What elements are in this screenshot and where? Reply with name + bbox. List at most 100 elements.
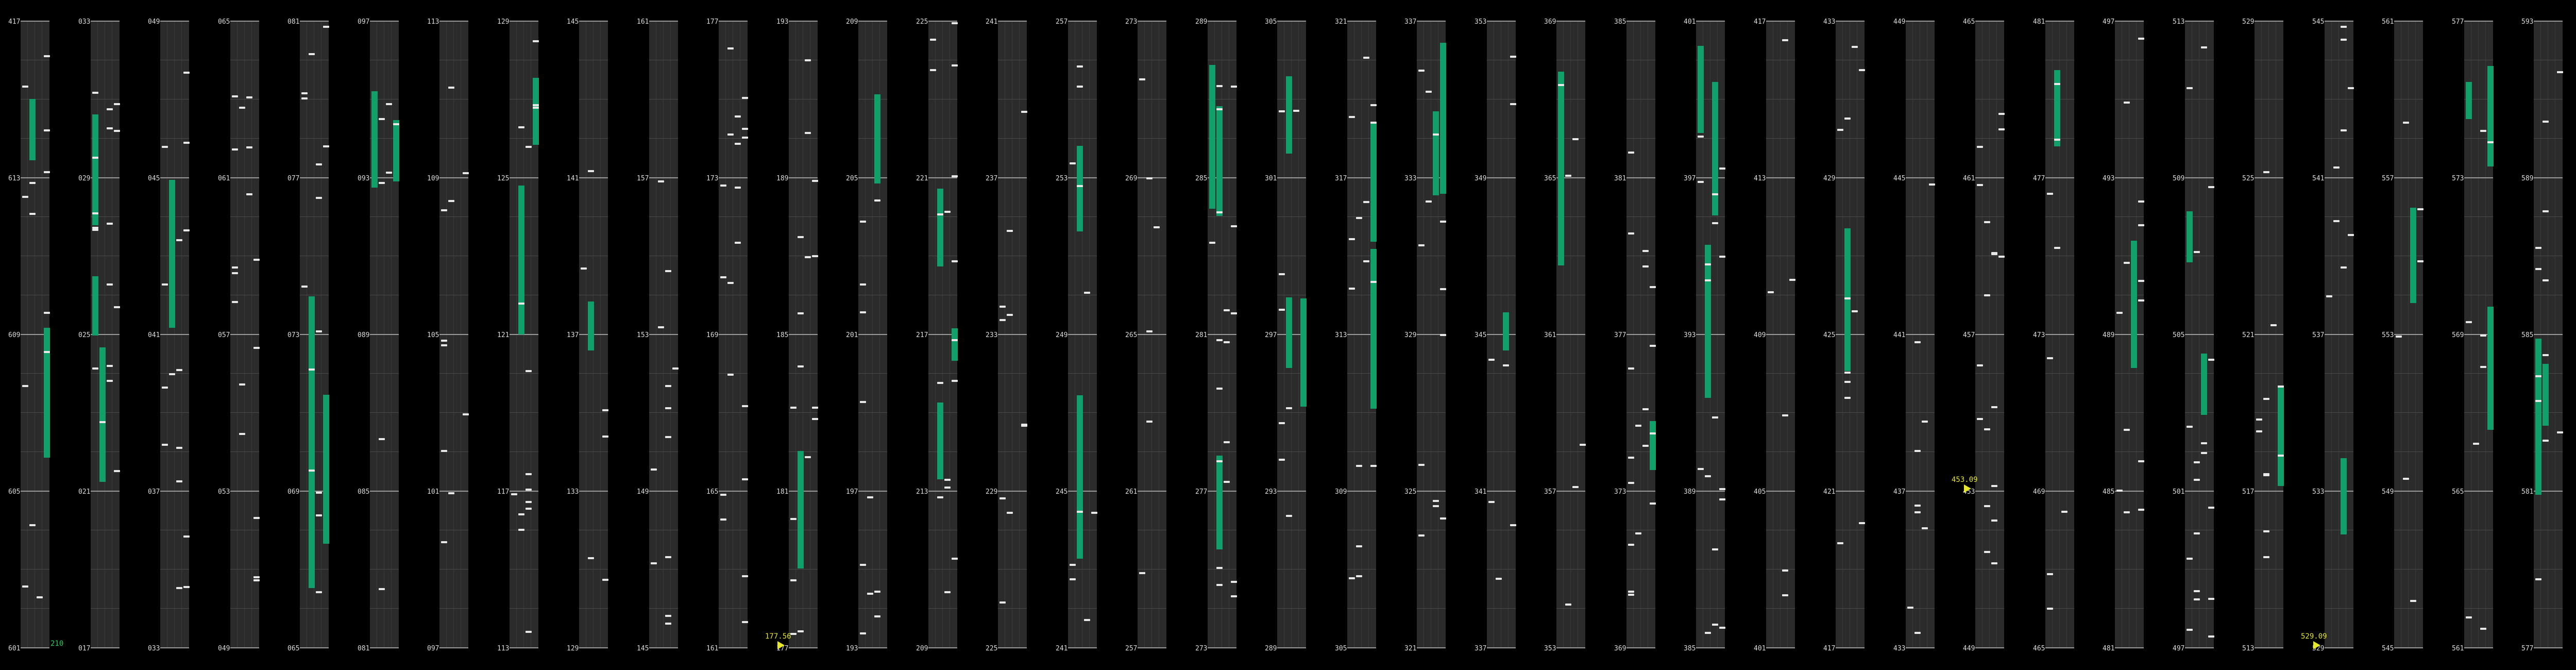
- tap-note[interactable]: [2138, 280, 2144, 282]
- tap-note[interactable]: [1705, 263, 1711, 265]
- tap-note[interactable]: [1496, 578, 1502, 580]
- tap-note[interactable]: [92, 157, 98, 159]
- tap-note[interactable]: [232, 301, 238, 303]
- tap-note[interactable]: [798, 630, 804, 632]
- tap-note[interactable]: [533, 107, 539, 109]
- tap-note[interactable]: [1922, 527, 1928, 529]
- hold-note[interactable]: [2187, 211, 2193, 262]
- tap-note[interactable]: [1628, 457, 1634, 459]
- tap-note[interactable]: [253, 576, 260, 578]
- hold-note[interactable]: [1370, 123, 1377, 213]
- tap-note[interactable]: [1698, 181, 1704, 183]
- tap-note[interactable]: [727, 133, 734, 136]
- tap-note[interactable]: [952, 380, 958, 382]
- tap-note[interactable]: [1418, 70, 1425, 72]
- tap-note[interactable]: [316, 514, 322, 516]
- tap-note[interactable]: [1077, 86, 1083, 88]
- tap-note[interactable]: [1844, 381, 1851, 383]
- tap-note[interactable]: [1719, 488, 1725, 490]
- chart-lane-31[interactable]: [2115, 21, 2144, 647]
- hold-note[interactable]: [1286, 297, 1292, 368]
- tap-note[interactable]: [2138, 38, 2144, 40]
- tap-note[interactable]: [937, 382, 943, 384]
- tap-note[interactable]: [1844, 297, 1851, 299]
- tap-note[interactable]: [1154, 226, 1160, 228]
- tap-note[interactable]: [812, 407, 818, 409]
- tap-note[interactable]: [518, 126, 524, 128]
- tap-note[interactable]: [1628, 232, 1634, 234]
- hold-note[interactable]: [92, 276, 98, 336]
- tap-note[interactable]: [1907, 607, 1913, 609]
- tap-note[interactable]: [860, 401, 866, 403]
- tap-note[interactable]: [183, 142, 190, 144]
- tap-note[interactable]: [1712, 548, 1718, 550]
- tap-note[interactable]: [309, 53, 315, 55]
- hold-note[interactable]: [2535, 339, 2541, 495]
- hold-note[interactable]: [1558, 72, 1564, 173]
- tap-note[interactable]: [1021, 111, 1027, 113]
- tap-note[interactable]: [162, 444, 168, 446]
- tap-note[interactable]: [1440, 221, 1446, 223]
- tap-note[interactable]: [301, 286, 308, 288]
- chart-lane-29[interactable]: [1975, 21, 2004, 647]
- tap-note[interactable]: [1356, 465, 1362, 467]
- tap-note[interactable]: [526, 501, 532, 503]
- tap-note[interactable]: [742, 575, 748, 577]
- tap-note[interactable]: [2341, 39, 2347, 41]
- chart-lane-4[interactable]: [230, 21, 259, 647]
- tap-note[interactable]: [999, 306, 1006, 308]
- chart-lane-7[interactable]: [439, 21, 468, 647]
- tap-note[interactable]: [1922, 421, 1928, 423]
- tap-note[interactable]: [2194, 532, 2200, 534]
- tap-note[interactable]: [581, 267, 587, 270]
- tap-note[interactable]: [1712, 222, 1718, 224]
- tap-note[interactable]: [1719, 627, 1725, 629]
- tap-note[interactable]: [44, 129, 50, 131]
- tap-note[interactable]: [2535, 247, 2541, 249]
- tap-note[interactable]: [1224, 309, 1230, 311]
- tap-note[interactable]: [1433, 500, 1439, 502]
- tap-note[interactable]: [92, 229, 98, 231]
- tap-note[interactable]: [1650, 345, 1656, 347]
- tap-note[interactable]: [239, 433, 245, 435]
- tap-note[interactable]: [1224, 341, 1230, 343]
- tap-note[interactable]: [183, 586, 190, 588]
- tap-note[interactable]: [323, 145, 329, 147]
- tap-note[interactable]: [1719, 498, 1725, 500]
- tap-note[interactable]: [867, 593, 873, 595]
- tap-note[interactable]: [1077, 65, 1083, 68]
- tap-note[interactable]: [1719, 256, 1725, 258]
- chart-lane-23[interactable]: [1556, 21, 1585, 647]
- hold-note[interactable]: [1650, 421, 1656, 470]
- tap-note[interactable]: [790, 407, 796, 409]
- tap-note[interactable]: [1433, 505, 1439, 507]
- hold-note[interactable]: [169, 180, 175, 328]
- chart-lane-1[interactable]: [21, 21, 49, 647]
- chart-lane-18[interactable]: [1208, 21, 1236, 647]
- tap-note[interactable]: [727, 374, 734, 376]
- tap-note[interactable]: [1231, 595, 1237, 597]
- tap-note[interactable]: [1844, 118, 1851, 120]
- hold-note[interactable]: [99, 347, 106, 482]
- hold-note[interactable]: [937, 403, 943, 479]
- tap-note[interactable]: [2403, 122, 2409, 124]
- tap-note[interactable]: [526, 631, 532, 633]
- tap-note[interactable]: [1363, 201, 1369, 203]
- tap-note[interactable]: [860, 311, 866, 313]
- tap-note[interactable]: [1859, 69, 1865, 71]
- tap-note[interactable]: [246, 193, 252, 195]
- tap-note[interactable]: [1859, 522, 1865, 524]
- hold-note[interactable]: [323, 395, 329, 544]
- tap-note[interactable]: [1565, 175, 1571, 177]
- tap-note[interactable]: [2348, 234, 2354, 236]
- tap-note[interactable]: [1231, 86, 1237, 88]
- tap-note[interactable]: [1091, 512, 1097, 514]
- chart-lane-15[interactable]: [998, 21, 1027, 647]
- tap-note[interactable]: [665, 615, 671, 617]
- tap-note[interactable]: [2187, 629, 2193, 631]
- hold-note[interactable]: [371, 91, 378, 188]
- tap-note[interactable]: [92, 92, 98, 94]
- tap-note[interactable]: [1984, 221, 1990, 223]
- tap-note[interactable]: [386, 172, 392, 174]
- chart-lane-36[interactable]: [2464, 21, 2493, 647]
